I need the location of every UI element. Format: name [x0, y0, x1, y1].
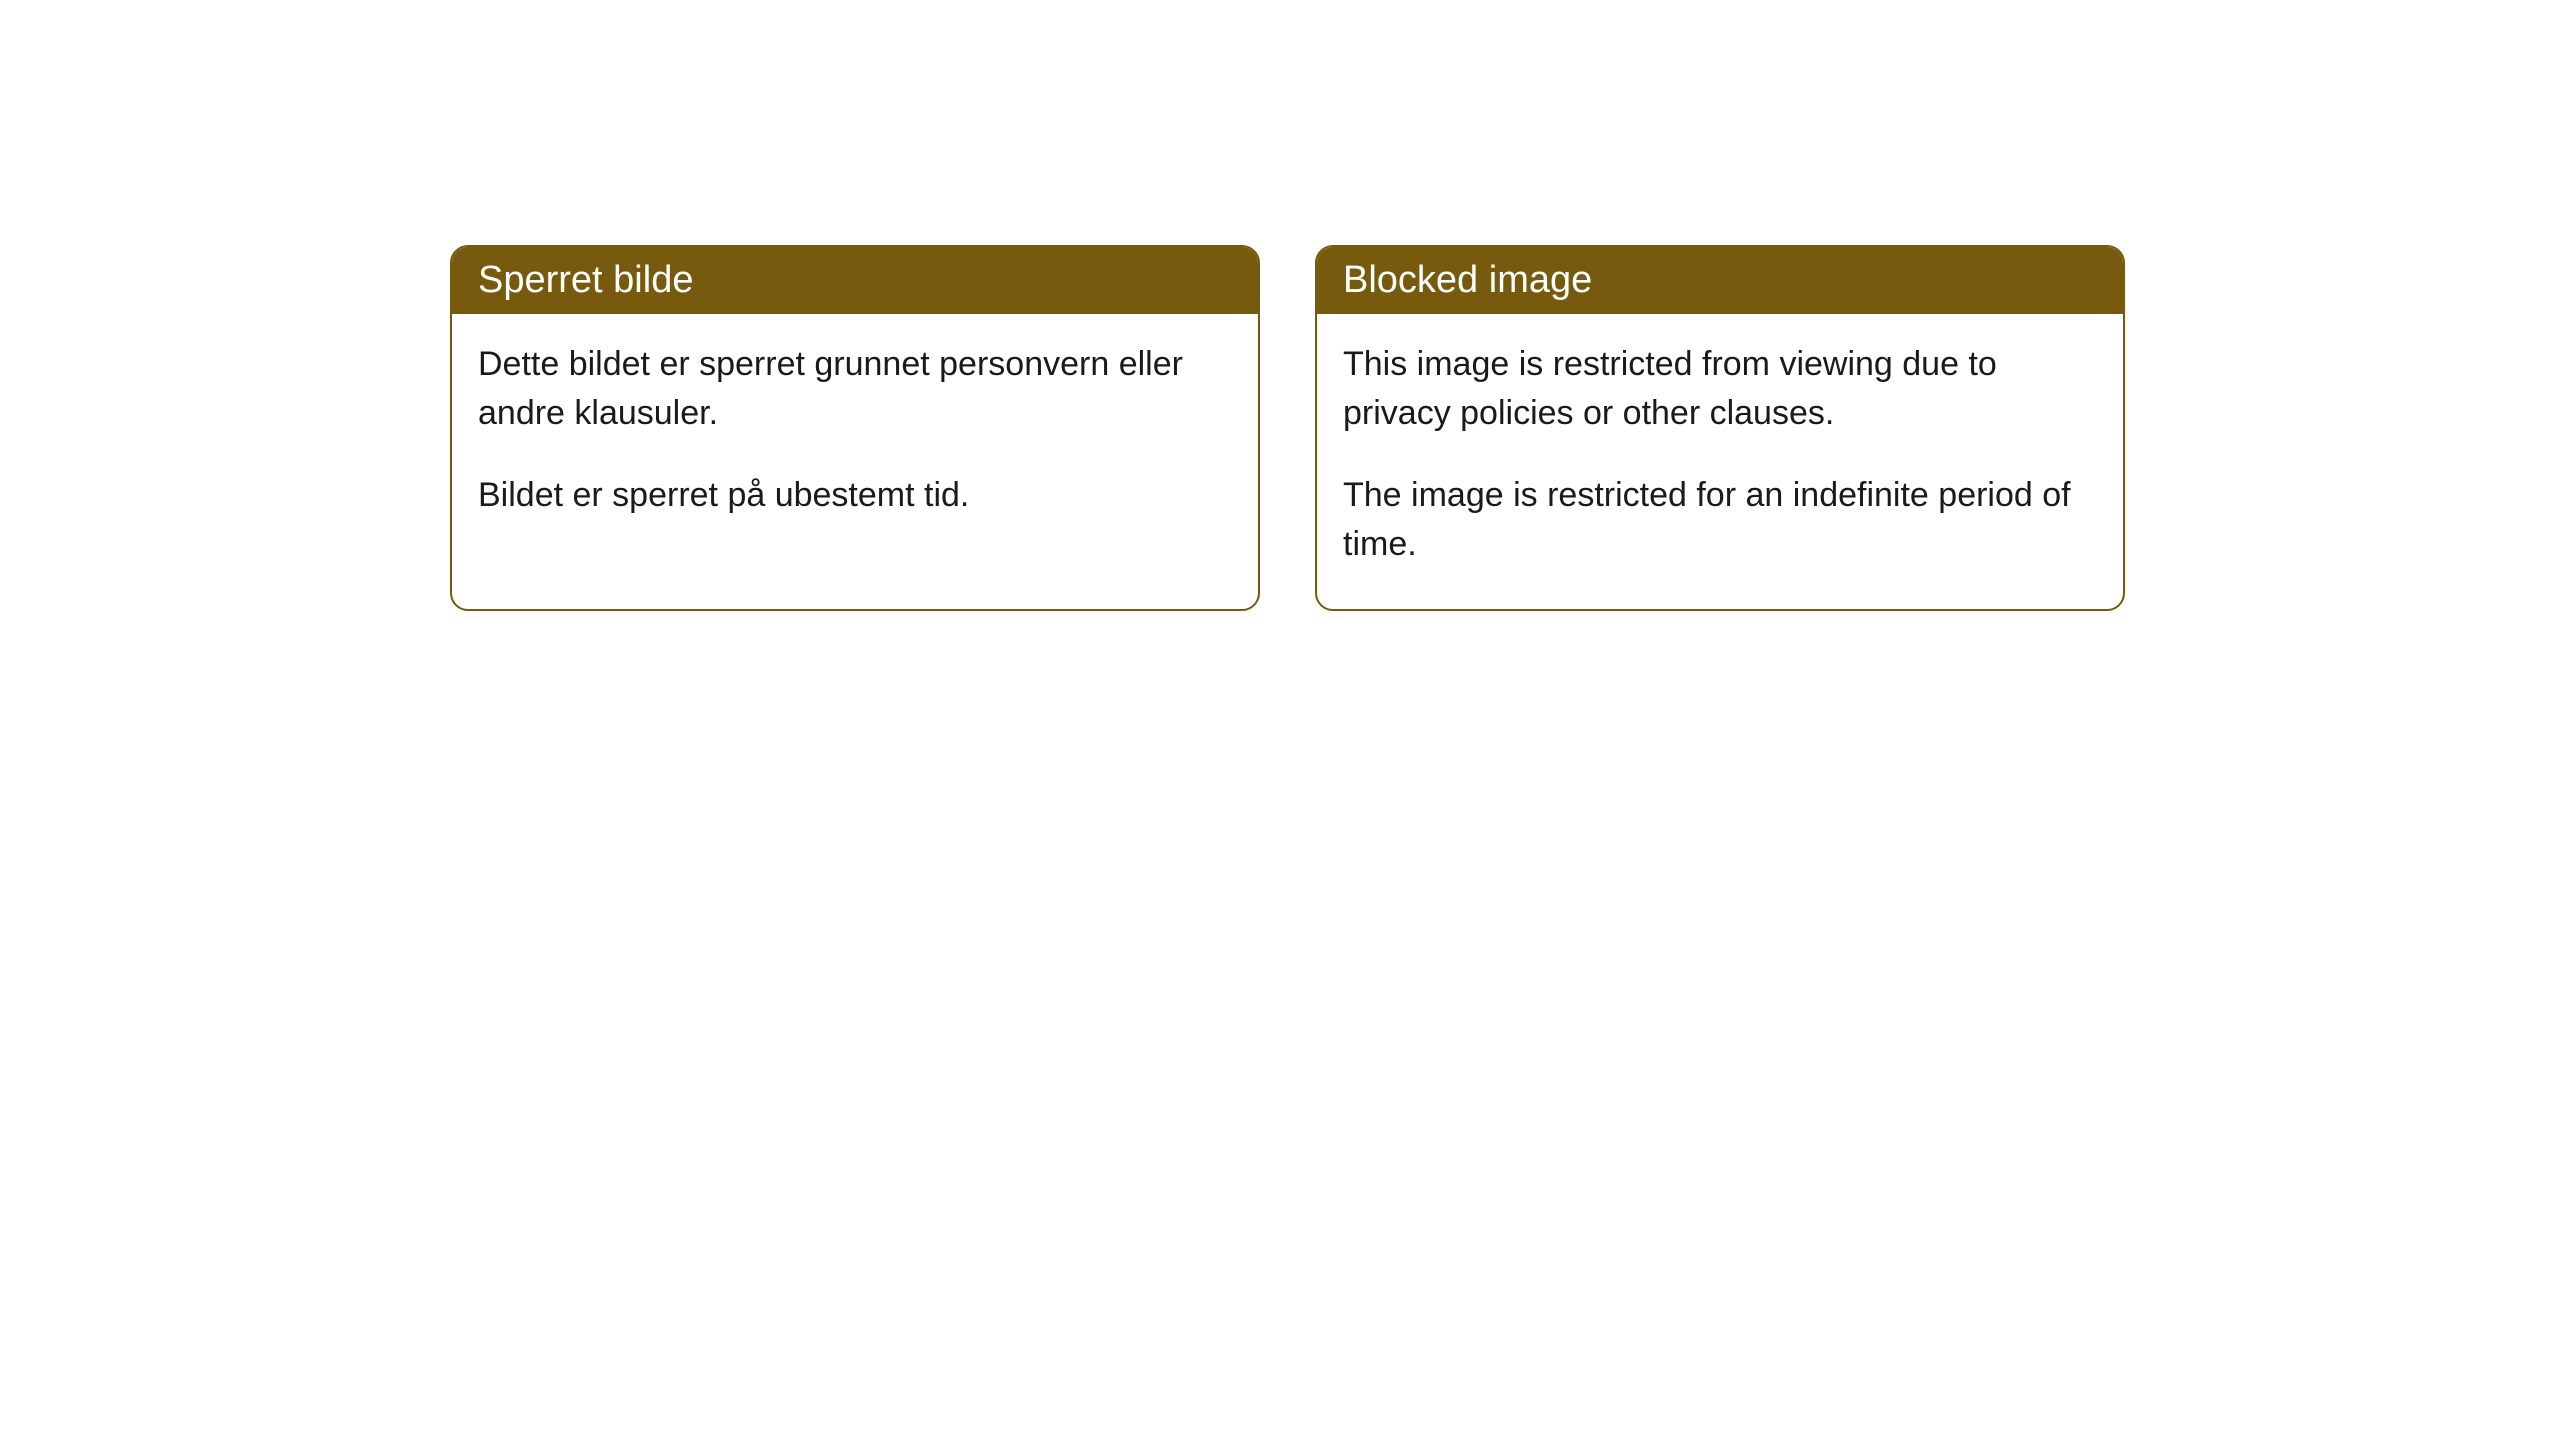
- card-body-norwegian: Dette bildet er sperret grunnet personve…: [452, 314, 1258, 560]
- notice-text: The image is restricted for an indefinit…: [1343, 471, 2097, 570]
- notice-container: Sperret bilde Dette bildet er sperret gr…: [450, 245, 2125, 611]
- card-header-norwegian: Sperret bilde: [452, 247, 1258, 314]
- card-body-english: This image is restricted from viewing du…: [1317, 314, 2123, 609]
- notice-text: Bildet er sperret på ubestemt tid.: [478, 471, 1232, 520]
- notice-card-english: Blocked image This image is restricted f…: [1315, 245, 2125, 611]
- notice-card-norwegian: Sperret bilde Dette bildet er sperret gr…: [450, 245, 1260, 611]
- notice-text: This image is restricted from viewing du…: [1343, 340, 2097, 439]
- card-header-english: Blocked image: [1317, 247, 2123, 314]
- notice-text: Dette bildet er sperret grunnet personve…: [478, 340, 1232, 439]
